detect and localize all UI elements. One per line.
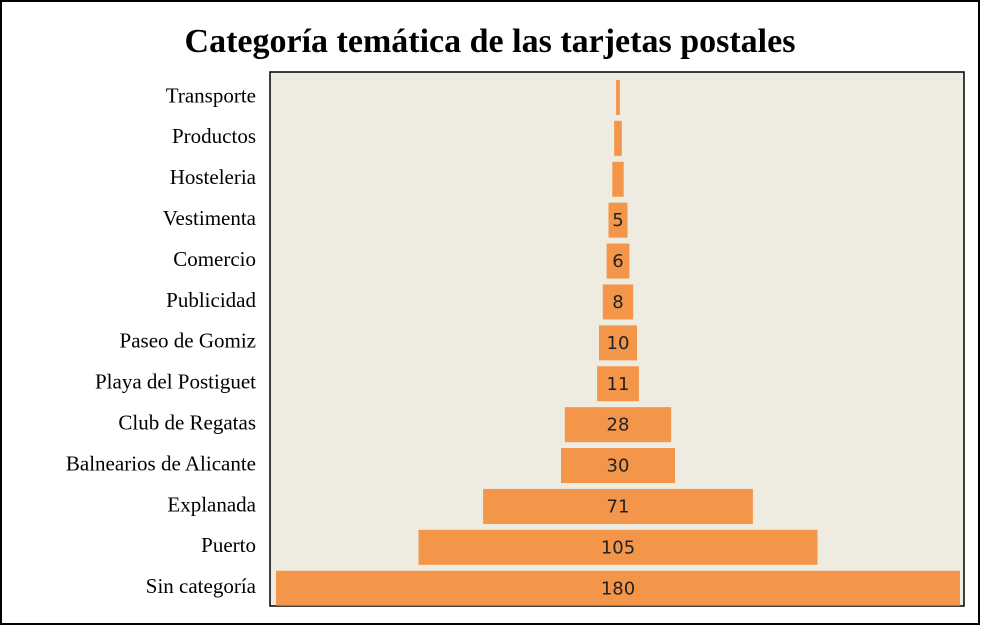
funnel-bar (483, 488, 753, 524)
funnel-bar (597, 366, 639, 402)
value-label: 11 (607, 374, 630, 395)
category-label: Comercio (173, 247, 256, 271)
value-label: 8 (612, 292, 623, 313)
value-label: 28 (607, 415, 630, 436)
category-label: Balnearios de Alicante (66, 451, 256, 475)
funnel-bar (612, 161, 624, 197)
category-label: Paseo de Gomiz (120, 329, 256, 353)
value-label: 105 (601, 537, 635, 558)
category-label: Playa del Postiguet (95, 370, 256, 394)
category-label: Explanada (167, 492, 256, 516)
funnel-bar (418, 529, 818, 565)
category-label: Vestimenta (163, 206, 257, 230)
category-label: Transporte (166, 83, 256, 107)
category-label: Puerto (201, 533, 256, 557)
funnel-bar (599, 325, 637, 361)
chart-title: Categoría temática de las tarjetas posta… (185, 23, 796, 60)
funnel-bar (614, 120, 622, 156)
funnel-bar (606, 243, 630, 279)
funnel-bar (564, 407, 672, 443)
funnel-bar (561, 448, 675, 484)
value-label: 5 (612, 210, 623, 231)
value-label: 10 (607, 333, 630, 354)
category-label: Club de Regatas (118, 410, 256, 434)
value-label: 71 (607, 496, 630, 517)
funnel-bar (602, 284, 634, 320)
value-label: 30 (607, 456, 630, 477)
value-label: 6 (612, 251, 623, 272)
category-label: Sin categoría (146, 574, 257, 598)
funnel-bar (616, 79, 620, 115)
value-label: 180 (601, 578, 635, 599)
category-label: Publicidad (166, 288, 256, 312)
category-label: Productos (172, 124, 256, 148)
funnel-bar (276, 570, 960, 606)
funnel-bar (608, 202, 628, 238)
category-label: Hosteleria (170, 165, 257, 189)
